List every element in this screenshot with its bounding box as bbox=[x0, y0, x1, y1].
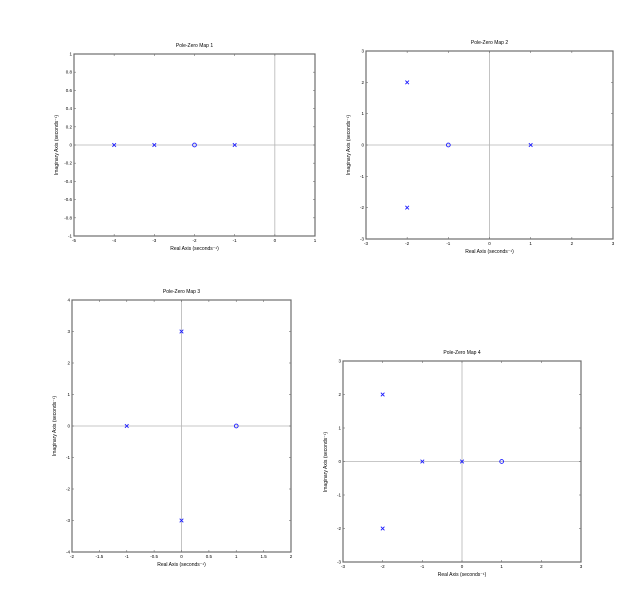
x-tick-label: 0 bbox=[488, 241, 491, 246]
y-tick-label: -1 bbox=[68, 234, 72, 239]
x-axis-label: Real Axis (seconds⁻¹) bbox=[437, 572, 487, 578]
y-tick-label: 3 bbox=[361, 49, 364, 54]
y-tick-label: 0 bbox=[361, 143, 364, 148]
x-tick-label: 1 bbox=[314, 238, 317, 243]
pole-marker-icon bbox=[179, 329, 184, 334]
y-tick-label: 3 bbox=[338, 359, 341, 364]
x-tick-label: -1.5 bbox=[95, 554, 103, 559]
y-tick-label: -3 bbox=[337, 560, 341, 565]
y-tick-label: 1 bbox=[69, 52, 72, 57]
pole-marker-icon bbox=[380, 392, 385, 397]
y-tick-label: -0.4 bbox=[64, 179, 72, 184]
x-tick-label: -3 bbox=[152, 238, 156, 243]
pole-marker-icon bbox=[380, 526, 385, 531]
zero-marker-icon bbox=[445, 142, 451, 148]
zero-marker-icon bbox=[192, 142, 197, 148]
y-tick-label: -0.6 bbox=[64, 197, 72, 202]
y-tick-label: 1 bbox=[361, 111, 364, 116]
y-tick-label: -2 bbox=[66, 487, 70, 492]
y-tick-label: 2 bbox=[67, 361, 70, 366]
pole-marker-icon bbox=[232, 142, 237, 148]
x-tick-label: -4 bbox=[112, 238, 116, 243]
y-tick-label: -2 bbox=[360, 205, 364, 210]
y-tick-label: 0.4 bbox=[66, 106, 73, 111]
x-axis-label: Real Axis (seconds⁻¹) bbox=[157, 562, 206, 568]
x-tick-label: 1.5 bbox=[260, 554, 267, 559]
x-tick-label: -5 bbox=[72, 238, 76, 243]
pole-marker-icon bbox=[179, 518, 184, 523]
y-tick-label: -0.2 bbox=[64, 161, 72, 166]
x-tick-label: -2 bbox=[192, 238, 196, 243]
y-tick-label: 0.8 bbox=[66, 70, 73, 75]
x-tick-label: -3 bbox=[341, 564, 345, 569]
pole-marker-icon bbox=[112, 142, 117, 148]
y-tick-label: -1 bbox=[360, 174, 364, 179]
x-tick-label: -1 bbox=[125, 554, 129, 559]
y-tick-label: 2 bbox=[338, 392, 341, 397]
x-axis-label: Real Axis (seconds⁻¹) bbox=[465, 249, 514, 255]
x-axis-label: Real Axis (seconds⁻¹) bbox=[170, 246, 219, 252]
x-tick-label: -2 bbox=[70, 554, 74, 559]
x-tick-label: -2 bbox=[381, 564, 385, 569]
pole-marker-icon bbox=[528, 142, 533, 148]
x-tick-label: 0 bbox=[274, 238, 277, 243]
y-tick-label: 0.6 bbox=[66, 88, 73, 93]
chart-title: Pole-Zero Map 4 bbox=[443, 350, 481, 356]
chart-title: Pole-Zero Map 3 bbox=[162, 289, 201, 295]
x-tick-label: -2 bbox=[405, 241, 409, 246]
chart-title: Pole-Zero Map 2 bbox=[470, 40, 509, 46]
y-tick-label: 0 bbox=[67, 424, 70, 429]
y-tick-label: -2 bbox=[337, 526, 341, 531]
x-tick-label: 0 bbox=[180, 554, 183, 559]
y-tick-label: 0 bbox=[69, 143, 72, 148]
x-tick-label: -1 bbox=[420, 564, 424, 569]
x-tick-label: 2 bbox=[540, 564, 543, 569]
y-tick-label: 1 bbox=[338, 426, 341, 431]
pole-marker-icon bbox=[459, 459, 465, 464]
pole-marker-icon bbox=[420, 459, 425, 464]
y-tick-label: -0.8 bbox=[64, 215, 72, 220]
x-tick-label: 2 bbox=[290, 554, 293, 559]
pole-marker-icon bbox=[124, 423, 129, 429]
pole-marker-icon bbox=[152, 142, 157, 148]
x-tick-label: -1 bbox=[233, 238, 237, 243]
y-tick-label: -3 bbox=[66, 518, 70, 523]
y-tick-label: -3 bbox=[360, 237, 364, 242]
x-tick-label: -3 bbox=[364, 241, 368, 246]
y-tick-label: 3 bbox=[67, 329, 70, 334]
y-tick-label: 2 bbox=[361, 80, 364, 85]
y-tick-label: 1 bbox=[67, 392, 70, 397]
y-tick-label: -1 bbox=[337, 493, 341, 498]
x-tick-label: 3 bbox=[612, 241, 615, 246]
chart-title: Pole-Zero Map 1 bbox=[175, 43, 214, 49]
y-tick-label: 4 bbox=[67, 298, 70, 303]
x-tick-label: 1 bbox=[529, 241, 532, 246]
x-tick-label: 2 bbox=[571, 241, 574, 246]
x-tick-label: 1 bbox=[235, 554, 238, 559]
y-tick-label: -4 bbox=[66, 550, 70, 555]
x-tick-label: 3 bbox=[580, 564, 583, 569]
x-tick-label: 1 bbox=[500, 564, 503, 569]
zero-marker-icon bbox=[233, 423, 239, 429]
x-tick-label: -0.5 bbox=[150, 554, 158, 559]
y-tick-label: 0 bbox=[338, 459, 341, 464]
pole-marker-icon bbox=[405, 80, 410, 85]
y-tick-label: -1 bbox=[66, 455, 70, 460]
x-tick-label: -1 bbox=[446, 241, 450, 246]
pole-marker-icon bbox=[405, 205, 410, 210]
x-tick-label: 0.5 bbox=[206, 554, 213, 559]
x-tick-label: 0 bbox=[461, 564, 464, 569]
y-tick-label: 0.2 bbox=[66, 124, 73, 129]
zero-marker-icon bbox=[499, 459, 505, 464]
